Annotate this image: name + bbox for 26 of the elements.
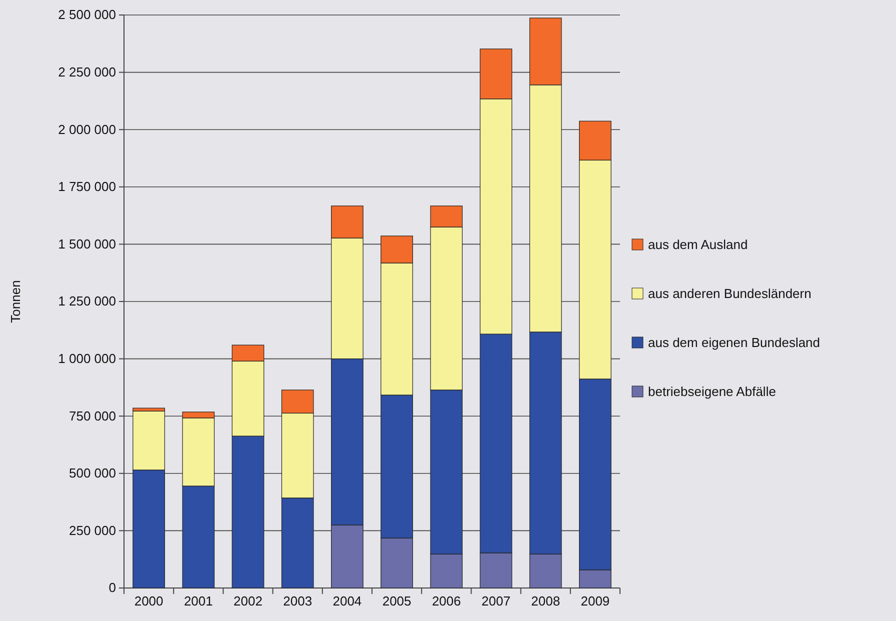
x-tick-label: 2007 — [482, 593, 510, 608]
x-tick-label: 2003 — [283, 593, 312, 608]
y-tick-label: 2 000 000 — [58, 122, 116, 137]
y-tick-label: 0 — [108, 580, 116, 596]
y-axis-title: Tonnen — [8, 280, 23, 323]
y-tick-label: 500 000 — [69, 466, 116, 481]
legend-label: aus anderen Bundesländern — [648, 286, 812, 301]
x-tick-label: 2005 — [382, 593, 412, 608]
y-tick-label: 1 250 000 — [58, 294, 116, 309]
legend-label: aus dem Ausland — [648, 237, 748, 252]
x-tick-label: 2009 — [580, 593, 610, 608]
y-tick-label: 250 000 — [69, 522, 116, 538]
y-tick-label: 2 500 000 — [58, 7, 116, 22]
y-tick-label: 750 000 — [69, 408, 116, 424]
x-tick-label: 2006 — [432, 593, 461, 608]
legend-label: aus dem eigenen Bundesland — [648, 335, 820, 350]
y-tick-label: 1 500 000 — [58, 236, 116, 252]
x-tick-label: 2002 — [234, 593, 262, 608]
x-tick-label: 2008 — [531, 593, 560, 608]
x-tick-label: 2001 — [184, 593, 213, 608]
x-tick-label: 2004 — [332, 593, 362, 608]
y-tick-label: 2 250 000 — [58, 64, 116, 80]
x-tick-label: 2000 — [134, 593, 164, 608]
legend-label: betriebseigene Abfälle — [648, 384, 776, 399]
y-tick-label: 1 750 000 — [58, 179, 116, 194]
y-tick-label: 1 000 000 — [58, 350, 116, 366]
